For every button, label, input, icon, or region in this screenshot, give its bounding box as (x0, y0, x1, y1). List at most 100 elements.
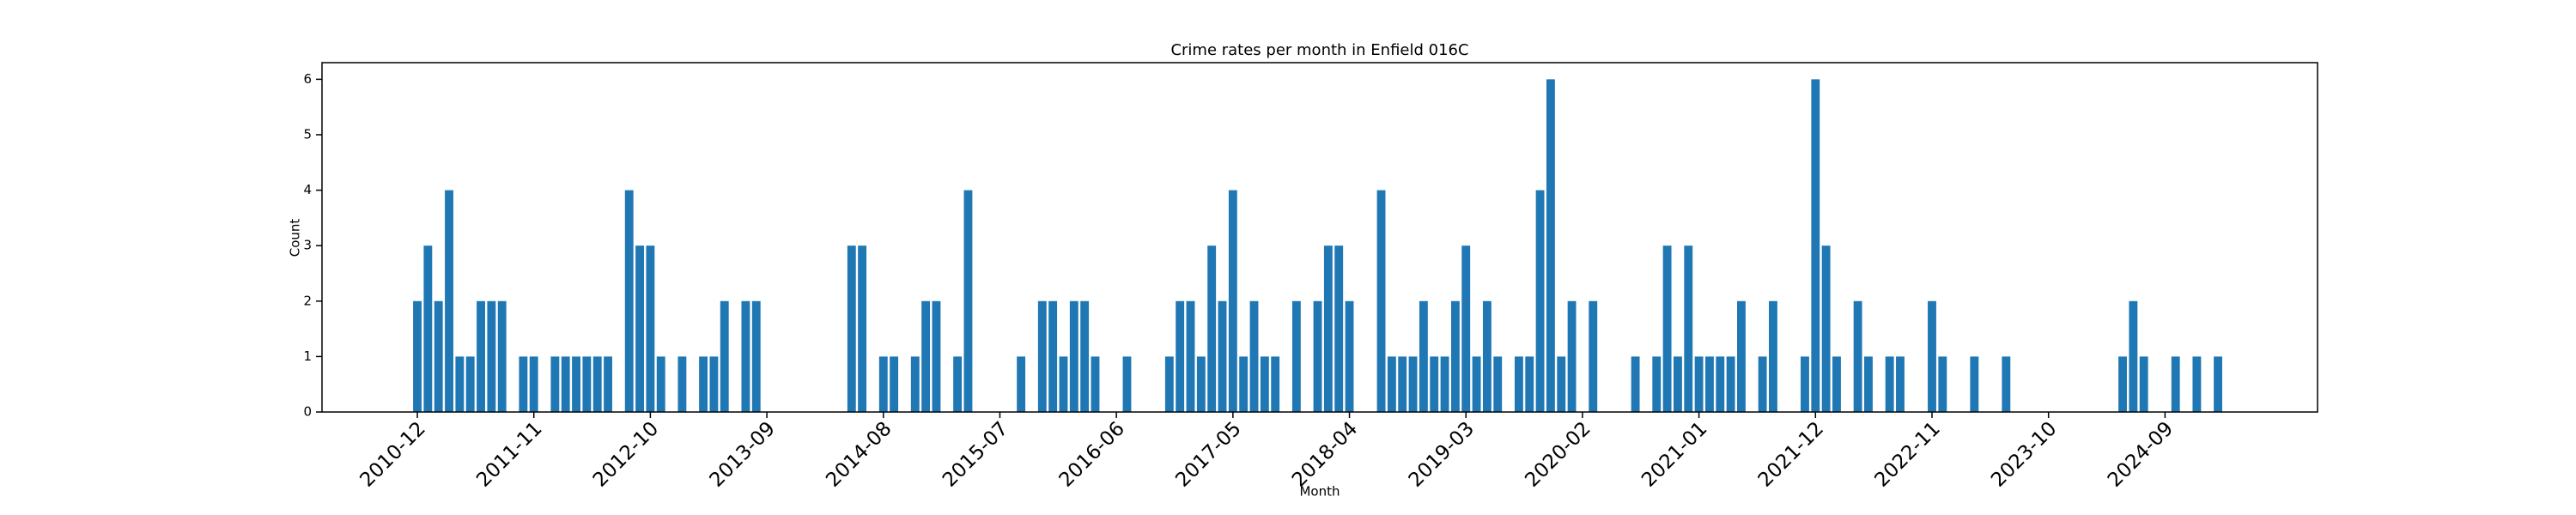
bar (1196, 356, 1206, 412)
x-tick-label: 2023-10 (1987, 417, 2061, 491)
bar (1928, 300, 1936, 412)
bar (1811, 79, 1820, 412)
bar (1885, 356, 1894, 412)
bar (890, 356, 899, 412)
bar (1080, 300, 1090, 412)
bar (932, 300, 941, 412)
bar (2139, 356, 2148, 412)
bar (1271, 356, 1280, 412)
bar (1430, 356, 1439, 412)
bar (550, 356, 560, 412)
bar (858, 245, 867, 412)
bar (741, 300, 750, 412)
bar (1334, 245, 1344, 412)
bar (572, 356, 580, 412)
bar (1207, 245, 1217, 412)
y-tick-label: 4 (303, 182, 312, 197)
x-tick-label: 2018-04 (1288, 417, 1362, 491)
bar (1684, 245, 1693, 412)
bar (1801, 356, 1809, 412)
bar (1938, 356, 1947, 412)
bar (2171, 356, 2180, 412)
bar (1440, 356, 1449, 412)
bar (1832, 356, 1841, 412)
bar (2192, 356, 2202, 412)
bar (1048, 300, 1058, 412)
bar (1345, 300, 1354, 412)
bar (1631, 356, 1640, 412)
bar (1091, 356, 1100, 412)
x-tick-label: 2020-02 (1521, 417, 1595, 491)
x-tick-label: 2013-09 (706, 417, 780, 491)
bar (1069, 300, 1078, 412)
bar (1525, 356, 1534, 412)
bar (1662, 245, 1672, 412)
bar (1017, 356, 1026, 412)
bar (709, 356, 719, 412)
bar (1557, 356, 1566, 412)
bar (1260, 356, 1269, 412)
bar (1546, 79, 1555, 412)
bar (1694, 356, 1704, 412)
bar (592, 356, 602, 412)
y-tick-label: 6 (303, 71, 312, 87)
bar (1387, 356, 1396, 412)
bar (1419, 300, 1428, 412)
bar (720, 300, 729, 412)
bar (1461, 245, 1471, 412)
bar (529, 356, 538, 412)
bar (635, 245, 644, 412)
bar (1514, 356, 1523, 412)
bar (1376, 190, 1386, 413)
bar (487, 300, 496, 412)
bar (699, 356, 708, 412)
bar (1323, 245, 1333, 412)
bar (1726, 356, 1735, 412)
x-tick-label: 2021-01 (1637, 417, 1711, 491)
bar (646, 245, 655, 412)
bar (921, 300, 931, 412)
bar (2214, 356, 2222, 412)
x-tick-label: 2015-07 (939, 417, 1012, 491)
y-axis-label: Count (288, 219, 303, 258)
bar (1493, 356, 1503, 412)
bar (465, 356, 475, 412)
bar (1037, 300, 1047, 412)
bar (1970, 356, 1979, 412)
bar (1164, 356, 1174, 412)
bar (751, 300, 761, 412)
bar (1059, 356, 1068, 412)
y-tick-label: 3 (303, 238, 312, 253)
x-tick-label: 2022-11 (1870, 417, 1944, 491)
bar (1652, 356, 1662, 412)
bar (2002, 356, 2011, 412)
bar (1239, 356, 1249, 412)
bar (2118, 356, 2127, 412)
x-tick-label: 2017-05 (1171, 417, 1245, 491)
bar (434, 300, 443, 412)
bar (604, 356, 612, 412)
bar (1450, 300, 1460, 412)
bar (1567, 300, 1577, 412)
bar (455, 356, 465, 412)
bar (677, 356, 687, 412)
x-tick-label: 2014-08 (822, 417, 896, 491)
bar (1176, 300, 1185, 412)
bar (561, 356, 570, 412)
x-tick-label: 2024-09 (2104, 417, 2178, 491)
bar (1482, 300, 1492, 412)
bar (1228, 190, 1237, 413)
bar (1589, 300, 1598, 412)
bar (1716, 356, 1725, 412)
bar (1472, 356, 1481, 412)
chart-title: Crime rates per month in Enfield 016C (1170, 41, 1468, 59)
bar (423, 245, 433, 412)
bar (2129, 300, 2138, 412)
bar (1313, 300, 1322, 412)
y-tick-label: 1 (303, 348, 312, 364)
bar (656, 356, 665, 412)
bar (1896, 356, 1905, 412)
x-tick-label: 2016-06 (1055, 417, 1129, 491)
bar (477, 300, 485, 412)
